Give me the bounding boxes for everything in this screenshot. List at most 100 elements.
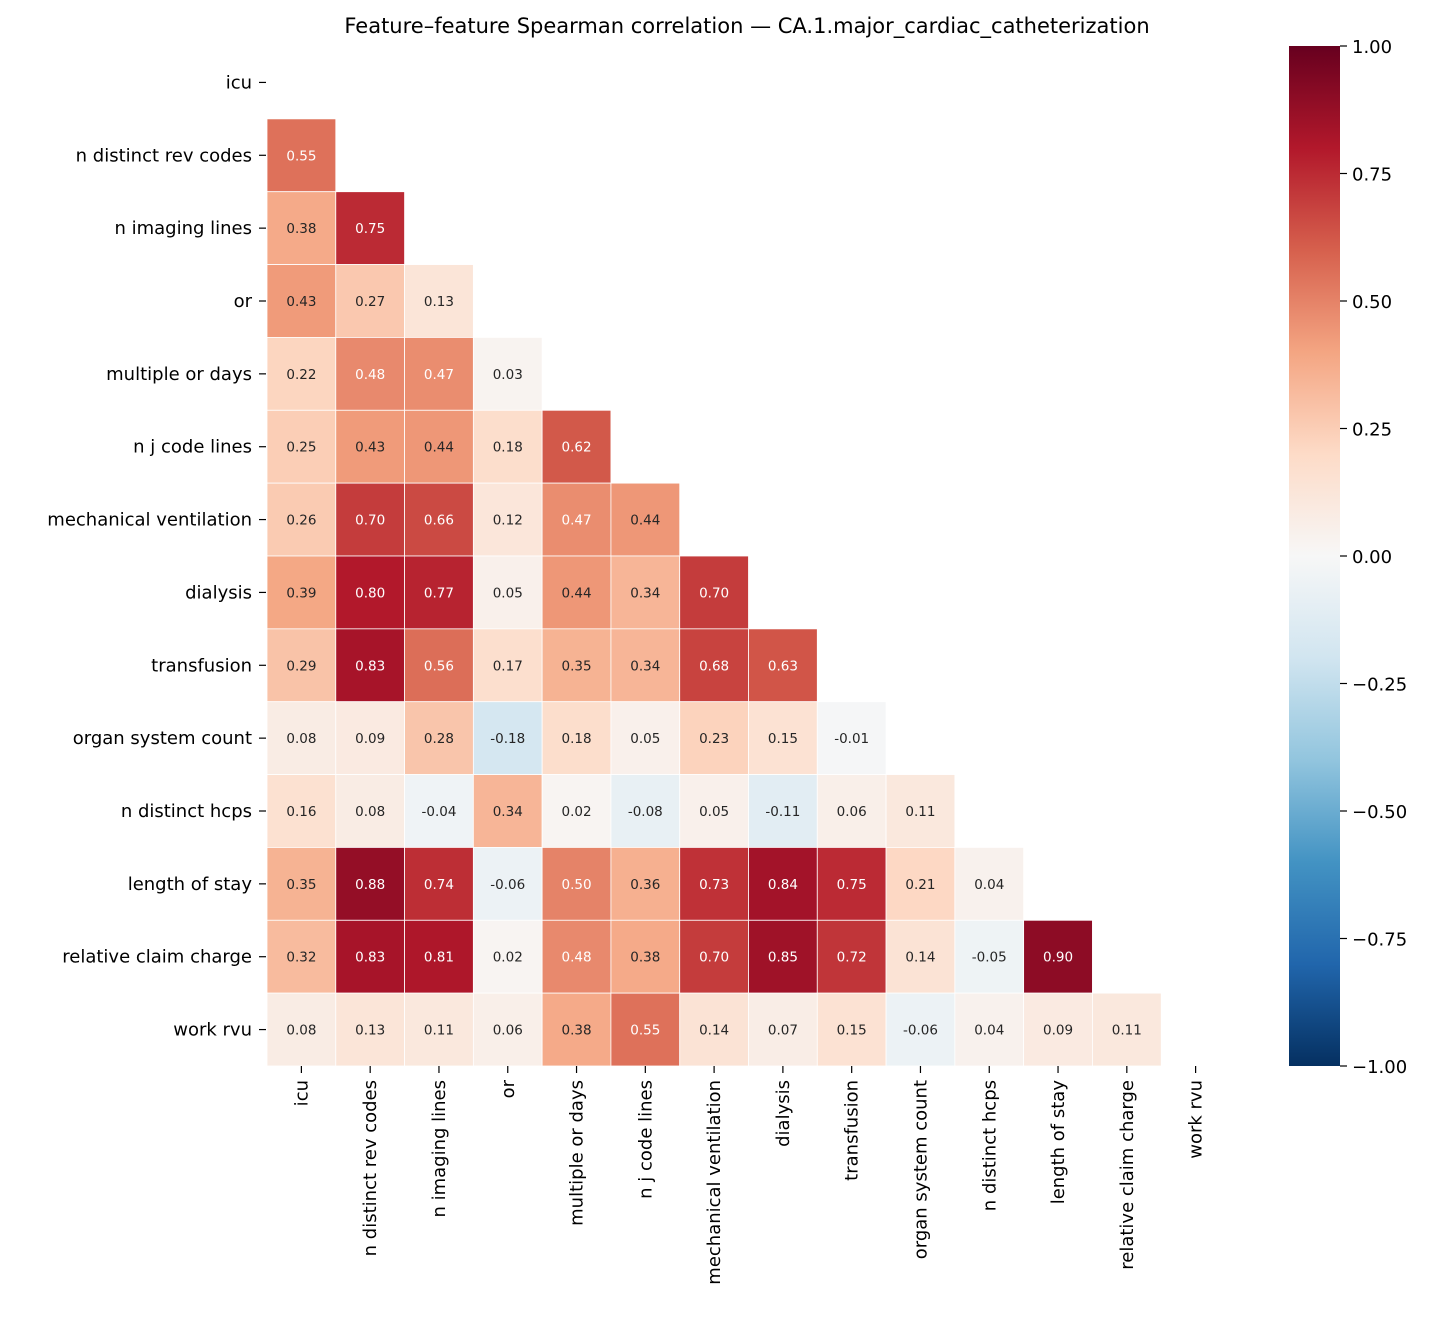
cell-annotation: 0.81 xyxy=(424,950,454,966)
heatmap-cell xyxy=(610,482,681,557)
heatmap-cell xyxy=(816,774,887,848)
cell-annotation: 0.83 xyxy=(355,658,385,674)
cell-annotation: 0.56 xyxy=(424,658,454,674)
colorbar-tick-label: −0.50 xyxy=(1352,802,1407,823)
heatmap-cell xyxy=(748,628,818,703)
cell-annotation: -0.04 xyxy=(421,804,456,820)
y-tick-label: icu xyxy=(226,72,252,93)
x-tick-label: transfusion xyxy=(842,1080,863,1181)
heatmap-cell xyxy=(610,774,681,848)
heatmap-cell xyxy=(541,992,612,1067)
cell-annotation: 0.85 xyxy=(768,950,798,966)
cell-annotation: 0.83 xyxy=(355,950,385,966)
x-tick-label: n distinct hcps xyxy=(979,1080,1000,1211)
heatmap-cell xyxy=(472,555,543,630)
y-tick-label: or xyxy=(234,291,253,312)
heatmap-cell xyxy=(541,774,612,848)
y-tick-label: length of stay xyxy=(128,874,253,895)
y-tick-label: relative claim charge xyxy=(62,947,252,968)
heatmap-cell xyxy=(266,774,337,848)
heatmap-cell xyxy=(885,774,956,848)
cell-annotation: 0.70 xyxy=(699,585,729,601)
cell-annotation: -0.08 xyxy=(628,804,663,820)
cell-annotation: 0.35 xyxy=(562,658,592,674)
cell-annotation: 0.70 xyxy=(355,513,385,529)
cell-annotation: 0.55 xyxy=(286,148,316,164)
cell-annotation: 0.88 xyxy=(355,877,385,893)
cell-annotation: 0.68 xyxy=(699,658,729,674)
cell-annotation: 0.27 xyxy=(355,294,385,310)
y-axis: icu n distinct rev codes n imaging lines or… xyxy=(47,72,266,1041)
heatmap-cell xyxy=(266,118,337,193)
cell-annotation: 0.84 xyxy=(768,877,798,893)
heatmap-cell xyxy=(541,409,612,484)
cell-annotation: 0.39 xyxy=(286,585,316,601)
cell-annotation: 0.62 xyxy=(562,440,592,456)
cell-annotation: 0.34 xyxy=(630,585,660,601)
heatmap-cell xyxy=(335,482,405,557)
heatmap-cell xyxy=(748,992,818,1067)
heatmap-cell xyxy=(266,847,337,921)
y-tick-label: work rvu xyxy=(173,1020,252,1041)
cell-annotation: 0.34 xyxy=(630,658,660,674)
colorbar-ticks: 1.00 0.75 0.50 0.25 0.00 −0.25 −0.50 −0.75 −1.00 xyxy=(1340,37,1407,1078)
y-tick-label: multiple or days xyxy=(106,364,252,385)
cell-annotation: 0.90 xyxy=(1043,950,1073,966)
cell-annotation: 0.36 xyxy=(630,877,660,893)
cell-annotation: 0.14 xyxy=(699,1023,729,1039)
cell-annotation: 0.80 xyxy=(355,585,385,601)
heatmap-cell xyxy=(885,919,956,994)
heatmap-cell xyxy=(610,701,681,775)
cell-annotation: 0.29 xyxy=(286,658,316,674)
cell-annotation: 0.25 xyxy=(286,440,316,456)
heatmap-cell xyxy=(335,919,405,994)
heatmap-cell xyxy=(472,847,543,921)
x-tick-label: n j code lines xyxy=(635,1080,656,1199)
cell-annotation: 0.05 xyxy=(699,804,729,820)
heatmap-cell xyxy=(679,701,749,775)
colorbar xyxy=(1289,46,1340,1066)
y-tick-label: dialysis xyxy=(185,582,252,603)
cell-annotation: 0.13 xyxy=(355,1023,385,1039)
heatmap-cell xyxy=(472,337,543,411)
x-axis: icu n distinct rev codes n imaging lines or… xyxy=(291,1066,1207,1285)
heatmap-cell xyxy=(335,555,405,630)
cell-annotation: 0.02 xyxy=(562,804,592,820)
cell-annotation: 0.48 xyxy=(562,950,592,966)
cell-annotation: 0.14 xyxy=(905,950,935,966)
cell-annotation: 0.63 xyxy=(768,658,798,674)
heatmap-cell xyxy=(472,919,543,994)
x-tick-label: organ system count xyxy=(910,1080,931,1259)
cell-annotation: 0.07 xyxy=(768,1023,798,1039)
colorbar-tick-label: 0.75 xyxy=(1352,165,1392,186)
cell-annotation: 0.22 xyxy=(286,367,316,383)
heatmap-cell xyxy=(404,409,474,484)
heatmap-cell xyxy=(954,919,1025,994)
cell-annotation: 0.21 xyxy=(905,877,935,893)
chart-title: Feature–feature Spearman correlation — C… xyxy=(344,14,1149,39)
cell-annotation: 0.47 xyxy=(424,367,454,383)
cell-annotation: 0.18 xyxy=(562,731,592,747)
heatmap-cell xyxy=(954,992,1025,1067)
heatmap-cell xyxy=(816,992,887,1067)
cell-annotation: 0.50 xyxy=(562,877,592,893)
cell-annotation: 0.34 xyxy=(493,804,523,820)
heatmap-cell xyxy=(335,191,405,265)
colorbar-tick-label: 1.00 xyxy=(1352,37,1392,58)
cell-annotation: 0.43 xyxy=(355,440,385,456)
cell-annotation: 0.13 xyxy=(424,294,454,310)
heatmap-cell xyxy=(610,992,681,1067)
cell-annotation: 0.66 xyxy=(424,513,454,529)
heatmap-cell xyxy=(679,555,749,630)
cell-annotation: 0.05 xyxy=(630,731,660,747)
colorbar-tick-label: 0.50 xyxy=(1352,292,1392,313)
x-tick-label: n imaging lines xyxy=(429,1080,450,1218)
heatmap-cell xyxy=(954,847,1025,921)
heatmap-cell xyxy=(404,919,474,994)
cell-annotation: 0.75 xyxy=(837,877,867,893)
cell-annotation: 0.32 xyxy=(286,950,316,966)
colorbar-tick-label: 0.00 xyxy=(1352,547,1392,568)
colorbar-tick-label: −0.75 xyxy=(1352,930,1407,951)
y-tick-label: transfusion xyxy=(151,655,252,676)
heatmap-cell xyxy=(266,191,337,265)
